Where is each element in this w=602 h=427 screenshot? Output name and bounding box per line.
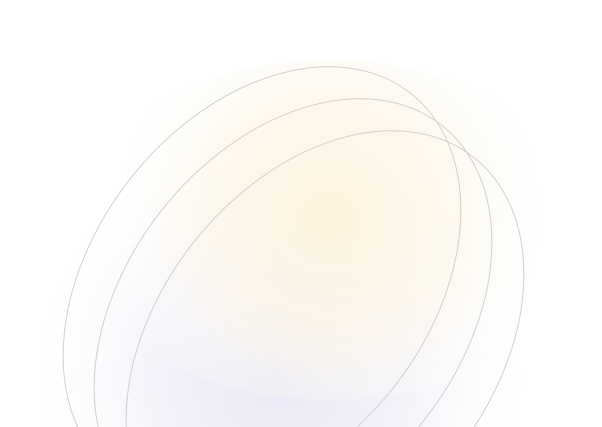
- ring-inner: [125, 130, 525, 427]
- ring-outer: [62, 66, 462, 427]
- ring-middle: [93, 98, 493, 427]
- warm-glow: [70, 60, 590, 400]
